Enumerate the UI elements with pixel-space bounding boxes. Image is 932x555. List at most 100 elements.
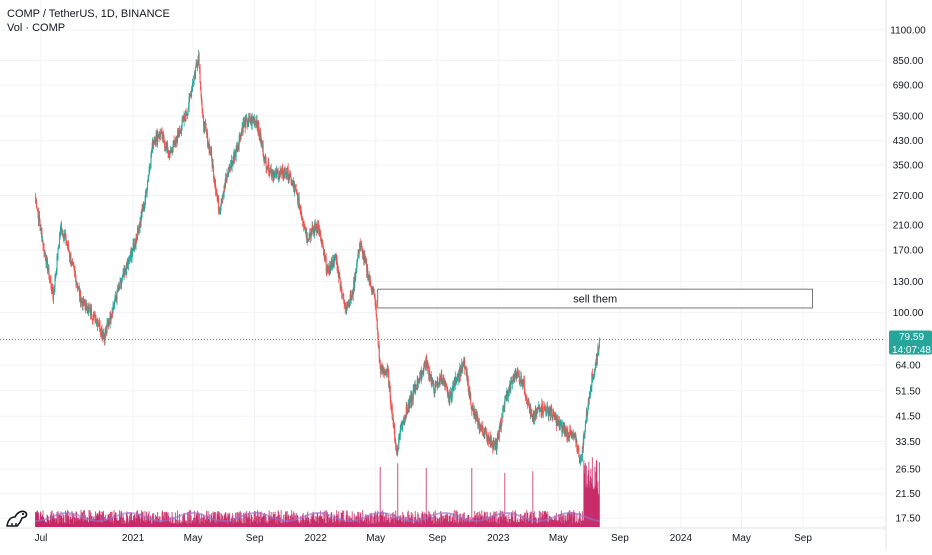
volume-bar [256, 515, 258, 527]
volume-bar [225, 511, 227, 527]
candle-body [62, 230, 64, 232]
volume-bar [170, 522, 172, 527]
volume-bar [122, 514, 124, 527]
candle-body [292, 182, 294, 185]
candle-body [396, 451, 398, 455]
volume-bar [103, 519, 105, 527]
candle-body [115, 297, 117, 299]
candle-body [404, 417, 406, 422]
candle-body [476, 415, 478, 417]
candle-body [279, 173, 281, 176]
volume-bar [148, 513, 150, 527]
symbol-title[interactable]: COMP / TetherUS, 1D, BINANCE [7, 8, 170, 20]
candle-body [183, 115, 185, 122]
candle-body [172, 148, 174, 153]
candle-body [514, 371, 516, 381]
volume-bar [598, 462, 600, 527]
volume-bar [259, 516, 261, 527]
volume-bar [48, 520, 50, 527]
tradingview-logo-icon[interactable] [4, 504, 30, 530]
volume-bar [77, 517, 79, 527]
candle-body [58, 247, 60, 249]
candle-body [129, 257, 131, 259]
candle-body [364, 258, 366, 261]
candle-body [98, 323, 100, 326]
volume-bar [300, 516, 302, 527]
volume-bar [459, 521, 461, 527]
volume-bar [217, 515, 219, 527]
volume-bar [481, 510, 483, 527]
candle-body [523, 380, 525, 390]
volume-bar [537, 522, 539, 527]
candle-body [428, 367, 430, 377]
candle-body [164, 142, 166, 148]
volume-bar [471, 468, 473, 527]
volume-bar [207, 515, 209, 527]
candle-body [128, 259, 130, 265]
candle-body [474, 409, 476, 413]
volume-bar [366, 514, 368, 527]
candle-body [216, 192, 218, 196]
candle-body [326, 271, 328, 273]
candle-body [500, 423, 502, 427]
volume-bar [426, 514, 428, 527]
candle-body [244, 119, 246, 121]
volume-bar [219, 517, 221, 527]
volume-bar [419, 517, 421, 527]
candle-body [242, 127, 244, 132]
candle-body [553, 412, 555, 414]
candle-body [43, 244, 45, 253]
candle-body [225, 178, 227, 180]
candle-body [121, 281, 123, 284]
candle-body [280, 170, 282, 173]
volume-bar [435, 516, 437, 527]
volume-bar [543, 518, 545, 527]
volume-bar [390, 516, 392, 527]
candle-body [365, 258, 367, 264]
candle-body [473, 409, 475, 415]
volume-bar [223, 519, 225, 527]
volume-bar [470, 521, 472, 527]
candle-body [141, 208, 143, 218]
volume-indicator-label[interactable]: Vol · COMP [7, 22, 66, 34]
volume-bar [212, 520, 214, 527]
candle-body [315, 227, 317, 231]
volume-bar [378, 522, 380, 527]
candle-body [146, 188, 148, 194]
candle-body [34, 197, 36, 199]
candle-body [120, 280, 122, 284]
volume-bar [500, 516, 502, 527]
volume-bar [52, 515, 54, 527]
candle-body [96, 319, 98, 321]
candle-body [350, 298, 352, 300]
volume-bar [352, 520, 354, 527]
candle-body [236, 145, 238, 152]
candle-body [185, 111, 187, 121]
candle-body [337, 265, 339, 275]
volume-bar [412, 523, 414, 527]
candle-body [433, 383, 435, 391]
volume-bar [436, 523, 438, 527]
volume-bar [484, 519, 486, 527]
volume-bar [319, 515, 321, 527]
candle-body [338, 274, 340, 278]
volume-bar [149, 521, 151, 527]
volume-bar [177, 519, 179, 527]
candle-body [483, 432, 485, 436]
candle-body [160, 132, 162, 136]
candle-body [122, 275, 124, 278]
volume-bar [406, 520, 408, 527]
candle-body [460, 367, 462, 376]
volume-bar [104, 520, 106, 527]
volume-bar [588, 480, 590, 527]
candle-body [449, 391, 451, 399]
candle-body [81, 300, 83, 302]
volume-bar [516, 522, 518, 527]
volume-bar [119, 510, 121, 527]
volume-bar [387, 514, 389, 527]
candle-body [198, 54, 200, 68]
candle-body [477, 420, 479, 427]
candle-body [274, 173, 276, 175]
